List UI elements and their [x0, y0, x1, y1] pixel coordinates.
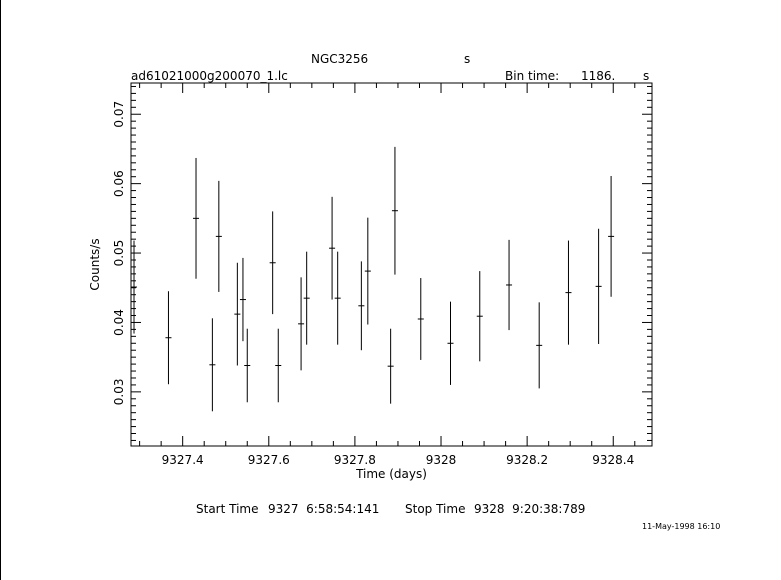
- y-tick-label: 0.05: [112, 240, 126, 267]
- date-stamp: 11-May-1998 16:10: [642, 522, 721, 531]
- object-name: NGC3256: [311, 52, 369, 66]
- data-point: [476, 271, 483, 362]
- data-point: [165, 291, 172, 385]
- data-point: [595, 228, 602, 344]
- bin-time-unit: s: [643, 69, 650, 83]
- start-time-label: Start Time: [196, 502, 259, 516]
- data-point: [417, 278, 424, 360]
- data-point: [391, 146, 398, 275]
- data-point: [447, 301, 454, 385]
- x-tick-label: 9328.4: [592, 453, 634, 467]
- x-tick-label: 9327.4: [162, 453, 204, 467]
- data-point: [209, 318, 216, 412]
- left-border: [0, 0, 1, 580]
- stop-time-label: Stop Time: [405, 502, 466, 516]
- x-tick-label: 9328.2: [506, 453, 548, 467]
- data-point: [234, 262, 241, 366]
- data-point: [298, 277, 305, 371]
- data-point: [387, 328, 394, 404]
- object-unit: s: [464, 52, 471, 66]
- bin-time-label: Bin time:: [505, 69, 560, 83]
- y-axis-label: Counts/s: [88, 238, 102, 290]
- data-point: [303, 251, 310, 345]
- data-point: [275, 328, 282, 403]
- data-point: [239, 257, 246, 342]
- data-point: [565, 240, 572, 345]
- data-point: [334, 251, 341, 345]
- data-point: [244, 328, 251, 403]
- data-point: [329, 196, 336, 300]
- plot-frame: [130, 82, 653, 447]
- data-point: [364, 217, 371, 325]
- y-tick-label: 0.07: [112, 101, 126, 128]
- y-tick-label: 0.04: [112, 309, 126, 336]
- start-time-value: 9327 6:58:54:141: [268, 502, 380, 516]
- tick-labels: 9327.4 9327.6 9327.8 9328 9328.2 9328.4 0.03 0.…: [112, 101, 634, 467]
- x-tick-label: 9327.8: [334, 453, 376, 467]
- file-name: ad61021000g200070_1.lc: [131, 69, 288, 83]
- data-points: [131, 146, 615, 412]
- data-point: [215, 180, 222, 292]
- data-point: [193, 157, 200, 279]
- data-point: [506, 239, 513, 331]
- y-tick-label: 0.03: [112, 379, 126, 406]
- x-tick-label: 9327.6: [248, 453, 290, 467]
- x-axis-label: Time (days): [355, 467, 427, 481]
- stop-time-value: 9328 9:20:38:789: [474, 502, 586, 516]
- data-point: [131, 240, 138, 334]
- data-point: [358, 261, 365, 351]
- data-point: [608, 176, 615, 297]
- bin-time-value: 1186.: [581, 69, 616, 83]
- data-point: [269, 211, 276, 315]
- y-tick-label: 0.06: [112, 170, 126, 197]
- axis-ticks: [131, 83, 652, 446]
- data-point: [536, 302, 543, 389]
- x-tick-label: 9328: [426, 453, 457, 467]
